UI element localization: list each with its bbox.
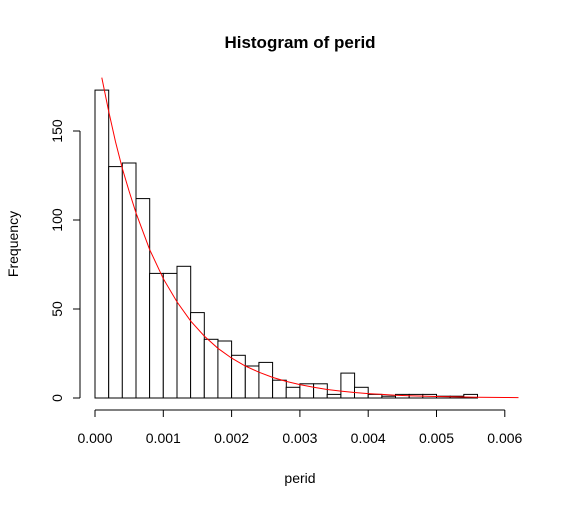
histogram-bar <box>176 265 192 399</box>
histogram-bar <box>135 198 151 399</box>
histogram-bar <box>285 386 301 399</box>
histogram-bar <box>272 379 287 399</box>
histogram-bar <box>149 272 164 399</box>
y-tick-label: 50 <box>49 301 65 317</box>
y-tick-label: 100 <box>49 208 65 232</box>
histogram-bars <box>94 89 478 399</box>
histogram-bar <box>381 395 397 399</box>
x-tick-label: 0.004 <box>351 430 386 446</box>
y-tick-label: 150 <box>49 119 65 143</box>
histogram-bar <box>190 312 205 399</box>
histogram-bar <box>326 393 342 399</box>
histogram-bar <box>340 372 356 399</box>
x-axis-label: perid <box>284 470 315 486</box>
histogram-bar <box>313 383 328 399</box>
histogram-bar <box>203 338 219 399</box>
density-curve-layer <box>101 77 519 399</box>
x-tick-label: 0.003 <box>282 430 317 446</box>
x-tick-label: 0.002 <box>214 430 249 446</box>
y-axis: 0 50 100 150 <box>49 119 81 402</box>
y-axis-label: Frequency <box>5 211 21 277</box>
x-tick-label: 0.005 <box>419 430 454 446</box>
histogram-bar <box>94 89 110 399</box>
histogram-bar <box>258 361 274 399</box>
histogram-bar <box>121 162 137 399</box>
x-tick-label: 0.001 <box>146 430 181 446</box>
histogram-bar <box>162 272 178 399</box>
density-curve <box>101 77 519 399</box>
histogram-bar <box>367 393 383 399</box>
x-tick-label: 0.000 <box>77 430 112 446</box>
chart-title: Histogram of perid <box>224 33 375 52</box>
histogram-bar <box>463 393 478 399</box>
x-axis: 0.000 0.001 0.002 0.003 0.004 0.005 0.006 <box>77 409 523 446</box>
y-tick-label: 0 <box>49 394 65 402</box>
x-tick-label: 0.006 <box>487 430 522 446</box>
histogram-bar <box>108 166 123 399</box>
